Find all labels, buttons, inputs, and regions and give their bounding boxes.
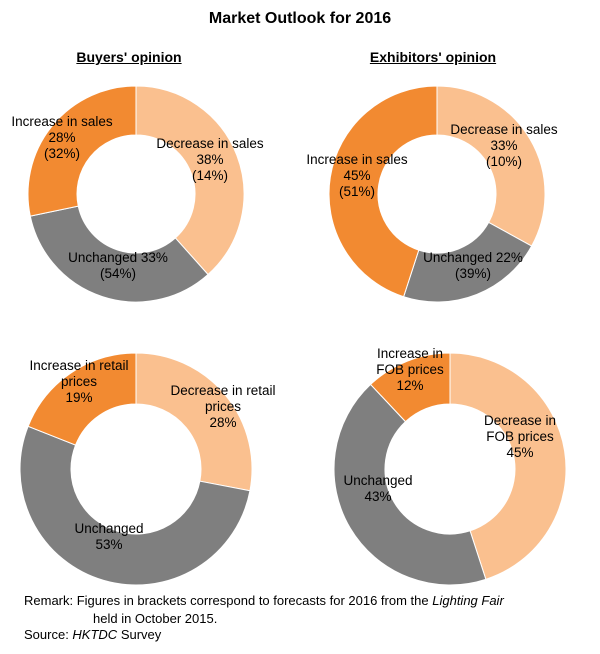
slice-label-decrease: Decrease in sales 38% (14%) [156,136,264,183]
slice-decrease [135,352,253,492]
slice-label-decrease: Decrease in sales 33% (10%) [450,122,558,169]
remark-text: Remark: Figures in brackets correspond t… [24,593,433,608]
exhibitors-opinion-heading: Exhibitors' opinion [369,49,497,65]
slice-label-unchanged: Unchanged 53% [74,521,143,552]
slice-label-increase: Increase in retail prices 19% [29,358,128,405]
donut-chart-4: Decrease in FOB prices 45% Unchanged 43% Incr… [333,346,567,586]
slice-label-increase: Increase in sales 28% (32%) [11,114,113,161]
source-name: HKTDC [72,627,118,642]
fair-name: Lighting Fair [432,593,504,608]
slice-unchanged [29,205,209,303]
slice-unchanged [333,383,487,586]
donut-chart-3: Decrease in retail prices 28% Unchanged 53% I… [19,352,276,586]
slice-label-increase: Increase in FOB prices 12% [376,346,444,393]
slice-decrease [436,85,546,247]
slice-decrease [449,352,567,580]
slice-decrease [135,85,245,276]
slice-increase [328,85,438,298]
slice-label-decrease: Decrease in retail prices 28% [170,383,275,430]
source-suffix: Survey [117,627,162,642]
source-prefix: Source: [24,627,73,642]
remark-text-line2: held in October 2015. [93,611,218,626]
slice-unchanged [402,221,533,303]
slice-increase [369,352,451,423]
slice-label-increase: Increase in sales 45% (51%) [306,152,408,199]
donut-chart-2: Decrease in sales 33% (10%) Unchanged 22% (3… [306,85,558,303]
slice-label-unchanged: Unchanged 22% (39%) [423,250,523,281]
remark-note: Remark: Figures in brackets correspond t… [24,592,504,628]
slice-increase [27,352,137,446]
slice-label-decrease: Decrease in FOB prices 45% [484,413,556,460]
slice-label-unchanged: Unchanged 43% [343,473,412,504]
source-note: Source: HKTDC Survey [24,627,161,642]
donut-chart-1: Decrease in sales 38% (14%) Unchanged 33% (5… [11,85,264,303]
slice-unchanged [19,425,251,586]
slice-label-unchanged: Unchanged 33% (54%) [68,250,168,281]
chart-title: Market Outlook for 2016 [208,10,392,27]
buyers-opinion-heading: Buyers' opinion [76,49,182,65]
slice-increase [27,85,137,217]
